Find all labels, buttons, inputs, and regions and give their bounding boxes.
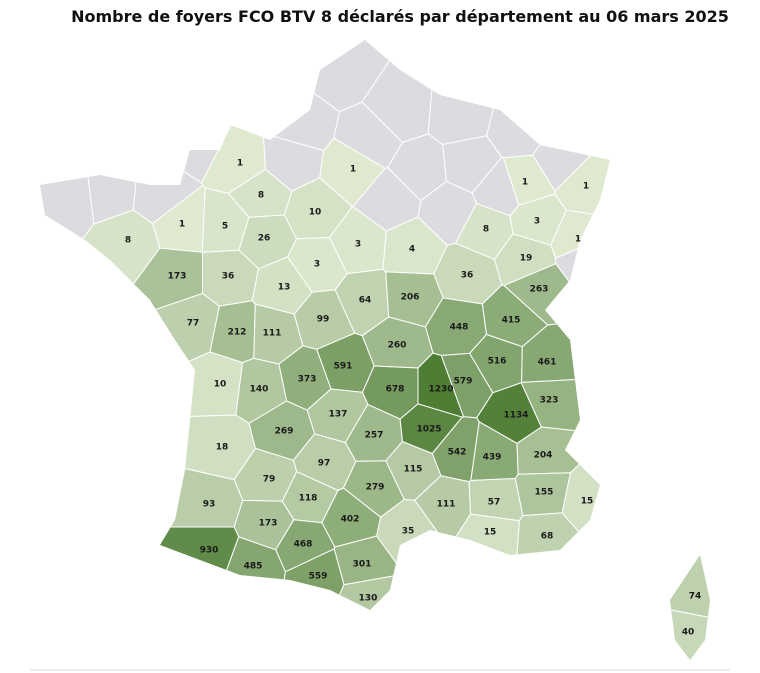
department-value: 323 (540, 396, 559, 406)
department-value: 10 (214, 380, 227, 390)
department-value: 99 (317, 315, 330, 325)
department-unreported (555, 220, 710, 377)
department (550, 209, 643, 259)
department-value: 4 (409, 245, 415, 255)
department-value: 269 (275, 427, 294, 437)
department-value: 1 (179, 220, 185, 230)
departments (40, 40, 710, 660)
department (554, 40, 710, 224)
department-value: 468 (294, 540, 313, 550)
department-value: 3 (314, 260, 320, 270)
department-value: 36 (461, 271, 474, 281)
department-value: 137 (329, 410, 348, 420)
department-value: 1 (522, 178, 528, 188)
department-value: 57 (488, 498, 501, 508)
department-value: 8 (483, 225, 489, 235)
department (607, 411, 710, 628)
department-value: 3 (355, 240, 361, 250)
department-value: 13 (278, 283, 291, 293)
department-value: 1 (237, 159, 243, 169)
department (561, 377, 710, 577)
department-value: 68 (541, 532, 554, 542)
department-value: 97 (318, 459, 331, 469)
department-value: 64 (359, 296, 372, 306)
department-value: 118 (299, 494, 318, 504)
department-value: 93 (203, 500, 216, 510)
department-unreported (486, 40, 628, 159)
department-value: 19 (520, 254, 533, 264)
department (40, 292, 220, 432)
department-unreported (471, 156, 520, 217)
department-value: 26 (258, 234, 271, 244)
department-value: 542 (448, 448, 467, 458)
department-value: 1230 (428, 385, 453, 395)
department-unreported (40, 40, 95, 347)
map-title: Nombre de foyers FCO BTV 8 déclarés par … (71, 7, 729, 26)
department-value: 155 (535, 488, 554, 498)
department-value: 204 (534, 451, 553, 461)
department-value: 206 (401, 293, 420, 303)
department-value: 74 (689, 592, 702, 602)
department-value: 591 (334, 362, 353, 372)
department-value: 212 (228, 328, 247, 338)
department-value: 10 (309, 208, 322, 218)
department-value: 301 (353, 560, 372, 570)
department-value: 1025 (416, 425, 441, 435)
department-value: 678 (386, 385, 405, 395)
department-value: 173 (259, 519, 278, 529)
department-value: 115 (404, 465, 423, 475)
department-value: 559 (309, 572, 328, 582)
department-value: 1 (575, 235, 581, 245)
department-value: 257 (365, 431, 384, 441)
department-value: 18 (216, 443, 229, 453)
department-value: 8 (258, 191, 264, 201)
department-value: 130 (359, 594, 378, 604)
department-value: 5 (222, 222, 228, 232)
department-value: 36 (222, 272, 235, 282)
department-value: 79 (263, 475, 276, 485)
department-value: 439 (483, 453, 502, 463)
department-value: 1 (583, 182, 589, 192)
department-value: 485 (244, 562, 263, 572)
department-value: 448 (450, 323, 469, 333)
department (40, 209, 161, 409)
department-value: 111 (437, 500, 456, 510)
department (516, 426, 612, 475)
department-value: 402 (341, 515, 360, 525)
department-value: 373 (298, 375, 317, 385)
department-value: 579 (454, 377, 473, 387)
department (555, 597, 710, 660)
department-value: 263 (530, 285, 549, 295)
department-value: 3 (534, 217, 540, 227)
department-value: 35 (402, 527, 415, 537)
department (521, 319, 710, 383)
department-value: 15 (484, 528, 497, 538)
department-unreported (333, 101, 404, 169)
department-value: 40 (682, 628, 695, 638)
department-value: 173 (168, 272, 187, 282)
department-value: 279 (366, 483, 385, 493)
department-value: 111 (263, 329, 282, 339)
department-value: 415 (502, 316, 521, 326)
department-value: 260 (388, 341, 407, 351)
department-value: 516 (488, 357, 507, 367)
department-unreported (531, 40, 710, 192)
department (447, 513, 520, 660)
department-value: 1134 (503, 411, 528, 421)
department-value: 15 (581, 497, 594, 507)
department-value: 461 (538, 358, 557, 368)
department-value: 8 (125, 236, 131, 246)
department-value: 1 (350, 165, 356, 175)
department-value: 77 (187, 319, 200, 329)
department (508, 512, 618, 660)
department-value: 140 (250, 385, 269, 395)
department-value: 930 (200, 546, 219, 556)
